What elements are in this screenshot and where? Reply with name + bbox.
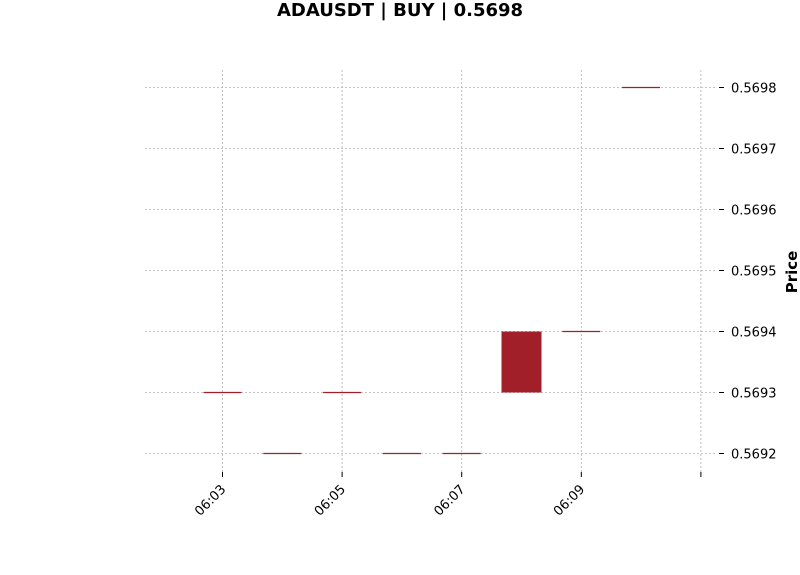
x-axis: 06:03 06:05 06:07 06:09 bbox=[192, 472, 702, 519]
x-tick-label: 06:03 bbox=[192, 482, 229, 519]
y-axis: 0.5692 0.5693 0.5694 0.5695 0.5696 0.5697 0.56… bbox=[719, 82, 777, 463]
candle bbox=[501, 331, 542, 393]
y-tick-label: 0.5696 bbox=[731, 204, 777, 219]
candles bbox=[203, 86, 661, 455]
y-tick-label: 0.5693 bbox=[731, 387, 777, 402]
chart-title: ADAUSDT | BUY | 0.5698 bbox=[276, 0, 524, 21]
y-tick-label: 0.5692 bbox=[731, 448, 777, 463]
x-tick-label: 06:09 bbox=[551, 482, 588, 519]
y-tick-label: 0.5697 bbox=[731, 143, 777, 158]
y-axis-label: Price bbox=[783, 251, 800, 294]
grid bbox=[145, 70, 715, 472]
y-tick-label: 0.5694 bbox=[731, 326, 777, 341]
y-tick-label: 0.5698 bbox=[731, 82, 777, 97]
y-tick-label: 0.5695 bbox=[731, 265, 777, 280]
x-tick-label: 06:05 bbox=[312, 482, 349, 519]
x-tick-label: 06:07 bbox=[431, 482, 468, 519]
